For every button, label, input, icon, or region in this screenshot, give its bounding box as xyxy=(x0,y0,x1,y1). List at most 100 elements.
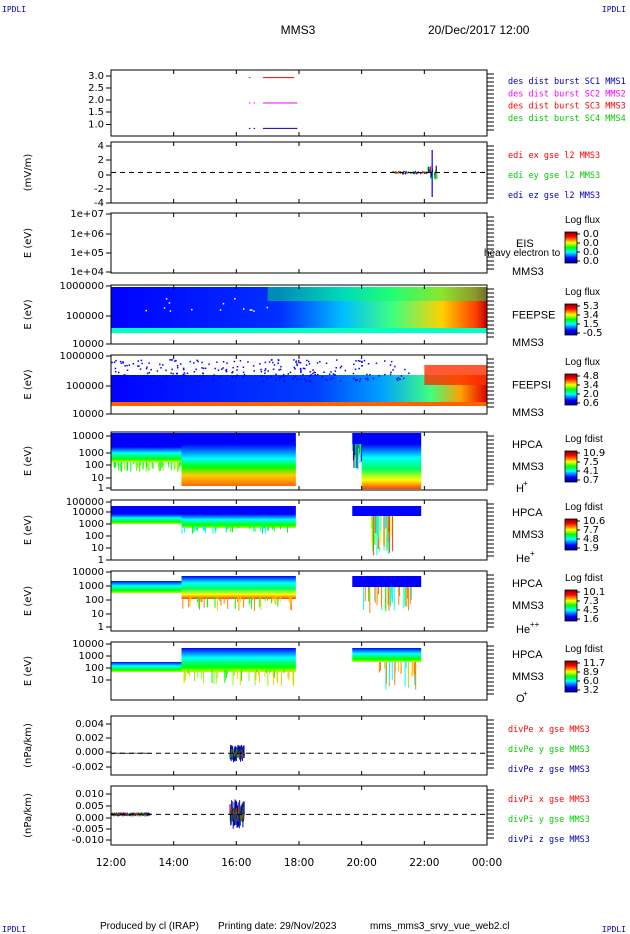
feepsi-speckle xyxy=(295,360,297,362)
feepsi-speckle xyxy=(212,377,214,380)
feepsi-speckle xyxy=(204,367,207,370)
footer-printing-date: Printing date: 29/Nov/2023 xyxy=(218,921,337,932)
y-tick-label: 1e+05 xyxy=(70,248,104,259)
feepsi-speckle xyxy=(299,378,302,380)
colorbar-tick-label: 6.0 xyxy=(583,676,599,687)
corner-label-bottom-left: IPDLI xyxy=(2,925,27,934)
y-tick-label: 1e+04 xyxy=(70,267,104,278)
colorbar-title: Log fdist xyxy=(565,644,603,655)
feepsi-speckle xyxy=(225,369,227,372)
species-charge: ++ xyxy=(530,620,540,629)
feepsi-speckle xyxy=(309,371,312,373)
feepsi-speckle xyxy=(180,363,182,365)
feepsi-speckle xyxy=(260,370,263,373)
feepsi-speckle xyxy=(186,372,189,375)
panel-edi-content xyxy=(392,150,438,197)
feepse-gap xyxy=(219,309,222,311)
feepse-gap xyxy=(234,297,236,300)
y-tick-label: 1e+07 xyxy=(70,209,104,220)
colorbar-tick-label: -0.5 xyxy=(583,328,603,339)
colorbar-tick-label: 10.9 xyxy=(583,448,605,459)
y-tick-label: 10 xyxy=(91,473,104,484)
feepsi-speckle xyxy=(321,376,324,378)
feepsi-speckle xyxy=(408,372,410,375)
feepsi-speckle xyxy=(404,368,406,371)
y-tick-label: 1000 xyxy=(79,519,104,530)
y-tick-label: 0.004 xyxy=(75,719,104,730)
feepsi-speckle xyxy=(143,374,145,377)
panel-hpca_he1-content xyxy=(111,506,422,556)
feepsi-speckle xyxy=(117,375,120,378)
panel-divpi-content xyxy=(110,799,245,829)
feepsi-speckle xyxy=(325,362,328,365)
feepsi-speckle xyxy=(359,360,361,363)
feepsi-speckle xyxy=(279,368,282,371)
feepsi-speckle xyxy=(253,370,255,372)
feepsi-speckle xyxy=(272,368,275,371)
feepsi-speckle xyxy=(316,362,319,364)
feepsi-speckle xyxy=(217,369,220,371)
y-tick-label: 10000 xyxy=(72,431,104,442)
feepsi-speckle xyxy=(372,377,375,380)
feepsi-speckle xyxy=(242,375,244,378)
feepsi-speckle xyxy=(247,361,249,363)
legend-entry: divPe z gse MMS3 xyxy=(508,765,590,775)
footer-produced-by: Produced by cl (IRAP) xyxy=(100,921,199,932)
feepsi-speckle xyxy=(313,371,315,373)
feepsi-speckle xyxy=(302,367,305,370)
hpca-he1-upper xyxy=(111,506,296,514)
feepsi-speckle xyxy=(394,365,396,368)
y-axis-label: E (eV) xyxy=(23,446,34,476)
feepsi-speckle xyxy=(358,367,360,370)
feepsi-speckle xyxy=(278,376,280,379)
feepsi-speckle xyxy=(339,379,342,382)
legend-entry: edi ez gse l2 MMS3 xyxy=(508,191,600,201)
y-tick-label: 10000 xyxy=(72,409,104,420)
feepsi-speckle xyxy=(145,367,148,370)
feepsi-speckle xyxy=(196,359,198,362)
feepsi-speckle xyxy=(335,366,337,369)
feepsi-speckle xyxy=(400,375,403,377)
feepsi-speckle xyxy=(211,380,213,383)
feepsi-low-band xyxy=(111,402,487,406)
feepsi-speckle xyxy=(165,377,168,379)
feepsi-speckle xyxy=(390,371,392,374)
y-axis-label: E (eV) xyxy=(23,299,34,329)
spacecraft-title: MMS3 xyxy=(281,23,316,37)
y-tick-label: -0.010 xyxy=(72,835,104,846)
feepsi-speckle xyxy=(124,374,127,377)
feepsi-speckle xyxy=(275,373,277,376)
feepsi-speckle xyxy=(300,371,302,374)
feepsi-speckle xyxy=(236,374,238,376)
colorbar-tick-label: 4.5 xyxy=(583,605,599,616)
feepsi-speckle xyxy=(157,379,160,381)
feepse-gap xyxy=(251,309,253,311)
hpca-o-early xyxy=(111,662,182,672)
feepsi-speckle xyxy=(137,365,139,367)
feepsi-speckle xyxy=(307,360,310,363)
feepsi-hot-region xyxy=(424,365,487,385)
feepsi-speckle xyxy=(208,363,210,365)
feepsi-speckle xyxy=(232,371,234,373)
spacecraft-label: MMS3 xyxy=(512,529,544,541)
feepse-gap xyxy=(253,310,255,312)
y-tick-label: -4 xyxy=(94,198,104,209)
instrument-label: FEEPSI xyxy=(512,380,551,392)
spacecraft-label: MMS3 xyxy=(512,461,544,473)
feepse-low-band xyxy=(111,328,487,333)
feepsi-speckle xyxy=(239,360,242,362)
colorbar-tick-label: 7.7 xyxy=(583,525,599,536)
panel-feepsi: 1000000 100000 10000 E (eV) FEEPSI MMS3 Log fl… xyxy=(23,351,600,420)
feepsi-speckle xyxy=(175,359,177,362)
feepsi-speckle xyxy=(330,378,332,381)
feepsi-speckle xyxy=(293,366,296,369)
y-tick-label: 1000000 xyxy=(59,351,104,362)
feepsi-speckle xyxy=(125,379,128,381)
instrument-label: HPCA xyxy=(512,507,543,519)
panel-feepsi-content xyxy=(111,359,487,406)
y-tick-label: 2.5 xyxy=(88,83,104,94)
feepsi-speckle xyxy=(146,372,149,375)
feepsi-speckle xyxy=(298,361,300,364)
